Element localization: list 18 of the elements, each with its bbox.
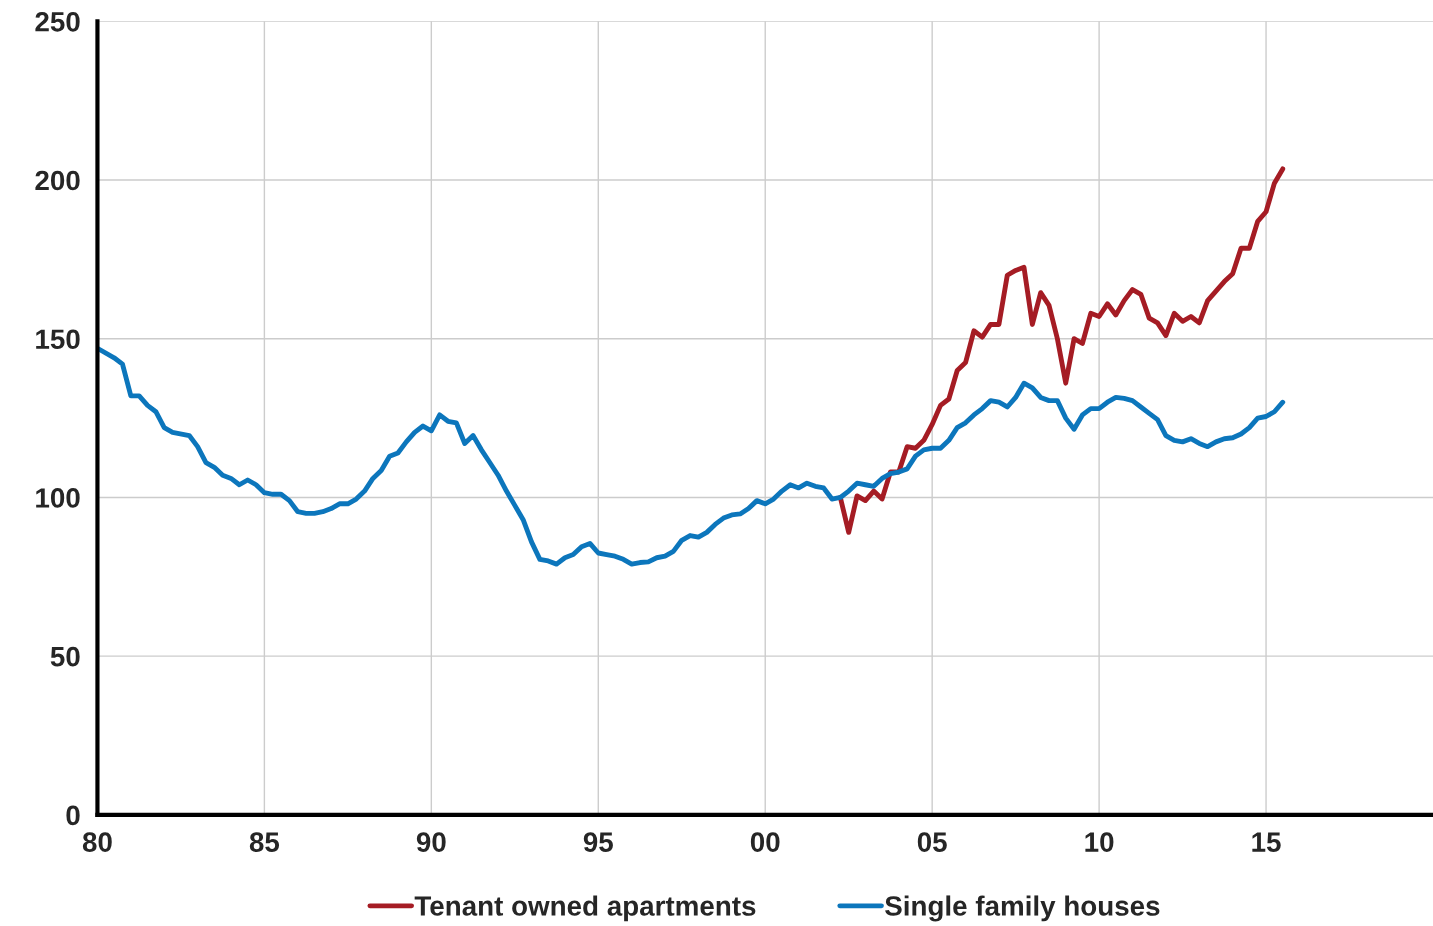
y-tick-label: 0	[66, 805, 80, 826]
x-tick-label: 00	[750, 832, 780, 852]
x-tick-label: 80	[82, 832, 112, 852]
x-tick-label: 85	[249, 832, 280, 852]
y-tick-label: 250	[35, 11, 80, 32]
x-tick-label: 05	[917, 832, 947, 852]
x-tick-label: 95	[583, 832, 613, 852]
legend-label: Tenant owned apartments	[414, 895, 756, 922]
y-tick-label: 150	[36, 329, 80, 350]
y-tick-label: 200	[35, 170, 80, 191]
x-tick-label: 10	[1085, 832, 1114, 852]
y-tick-label: 100	[36, 488, 80, 508]
x-tick-label: 90	[416, 832, 446, 852]
legend-label: Single family houses	[885, 895, 1160, 922]
line-series	[97, 345, 1286, 567]
x-tick-label: 15	[1252, 832, 1281, 852]
line-series	[837, 166, 1286, 535]
y-tick-label: 50	[50, 646, 80, 667]
